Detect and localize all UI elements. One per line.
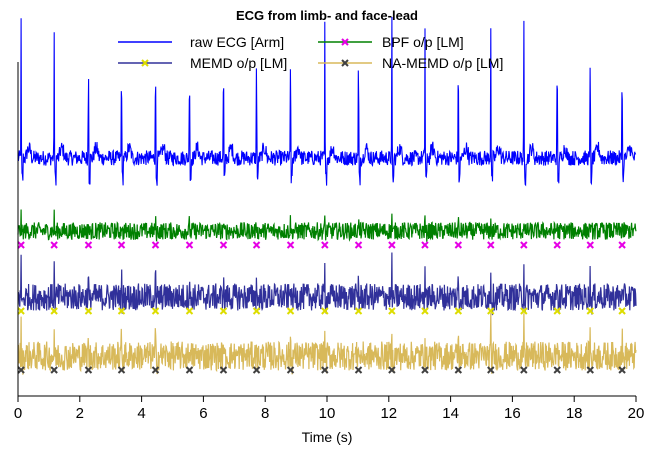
x-tick-label: 4 — [137, 405, 145, 422]
series-2-marker — [17, 241, 25, 249]
legend-entry-2: BPF o/p [LM] — [318, 34, 464, 50]
series-4-marker — [219, 366, 228, 374]
series-4-marker — [50, 366, 58, 374]
series-2-marker — [618, 241, 626, 249]
marker-layer — [17, 241, 626, 374]
series-4-marker — [117, 366, 126, 374]
legend-entry-4: NA-MEMD o/p [LM] — [318, 55, 503, 71]
series-4-marker — [454, 366, 463, 374]
series-4-marker — [388, 366, 396, 374]
series-4-marker — [321, 366, 329, 374]
series-2-marker — [354, 241, 363, 249]
series-3-marker — [454, 307, 463, 315]
series-2-marker — [185, 241, 194, 249]
series-2-marker — [388, 241, 396, 249]
series-3-marker — [388, 307, 396, 315]
series-2-marker — [286, 241, 295, 249]
x-tick-label: 0 — [14, 405, 22, 422]
series-2-marker — [586, 241, 594, 249]
x-tick-label: 6 — [199, 405, 207, 422]
series-2-marker — [117, 241, 126, 249]
x-tick-label: 8 — [261, 405, 269, 422]
series-3-marker — [286, 307, 295, 315]
series-4-marker — [487, 366, 495, 374]
series-line-4 — [17, 312, 637, 375]
series-2-marker — [219, 241, 228, 249]
series-2-marker — [50, 241, 58, 249]
series-3-marker — [421, 307, 429, 315]
series-3-marker — [17, 307, 25, 315]
legend-label: NA-MEMD o/p [LM] — [382, 55, 503, 71]
series-4-marker — [553, 366, 561, 374]
x-tick-label: 18 — [566, 405, 583, 422]
series-4-marker — [354, 366, 363, 374]
series-3-marker — [219, 307, 228, 315]
series-4-marker — [520, 366, 528, 374]
series-2-marker — [421, 241, 429, 249]
series-2-marker — [321, 241, 329, 249]
x-tick-label: 2 — [76, 405, 84, 422]
series-line-2 — [17, 209, 637, 242]
series-line-1 — [17, 16, 637, 187]
x-axis-ticks: 0 2 4 6 8 10 12 14 16 18 20 — [14, 396, 645, 422]
series-2-marker — [520, 241, 528, 249]
series-3-marker — [520, 307, 528, 315]
series-4-marker — [286, 366, 295, 374]
series-3-marker — [586, 307, 594, 315]
series-3-marker — [618, 307, 626, 315]
series-4-marker — [185, 366, 194, 374]
x-tick-label: 20 — [628, 405, 645, 422]
x-axis-label: Time (s) — [302, 429, 353, 445]
series-2-marker — [84, 241, 93, 249]
legend-label: MEMD o/p [LM] — [190, 55, 287, 71]
x-tick-label: 12 — [380, 405, 397, 422]
legend-label: raw ECG [Arm] — [190, 34, 284, 50]
x-tick-label: 10 — [319, 405, 336, 422]
series-layer — [17, 16, 637, 375]
series-4-marker — [421, 366, 429, 374]
series-3-marker — [84, 307, 93, 315]
series-line-3 — [17, 252, 637, 316]
series-2-marker — [487, 241, 495, 249]
series-4-marker — [151, 366, 160, 374]
series-2-marker — [454, 241, 463, 249]
series-3-marker — [487, 307, 495, 315]
plot-area: 0 2 4 6 8 10 12 14 16 18 20 — [14, 16, 645, 422]
legend-entry-1: raw ECG [Arm] — [118, 34, 284, 50]
legend-entry-3: MEMD o/p [LM] — [118, 55, 287, 71]
series-4-marker — [17, 366, 25, 374]
series-3-marker — [117, 307, 126, 315]
chart-title: ECG from limb- and face-lead — [236, 8, 418, 23]
series-4-marker — [618, 366, 626, 374]
x-tick-label: 16 — [504, 405, 521, 422]
legend-label: BPF o/p [LM] — [382, 34, 464, 50]
series-3-marker — [185, 307, 194, 315]
series-2-marker — [553, 241, 561, 249]
series-3-marker — [553, 307, 561, 315]
series-4-marker — [84, 366, 93, 374]
series-3-marker — [354, 307, 363, 315]
series-3-marker — [252, 307, 261, 315]
series-4-marker — [586, 366, 594, 374]
legend: raw ECG [Arm] BPF o/p [LM] MEMD o/p [LM] NA… — [118, 34, 503, 71]
series-3-marker — [50, 307, 58, 315]
series-3-marker — [321, 307, 329, 315]
x-tick-label: 14 — [442, 405, 459, 422]
series-3-marker — [151, 307, 160, 315]
series-2-marker — [252, 241, 261, 249]
series-2-marker — [151, 241, 160, 249]
series-4-marker — [252, 366, 261, 374]
